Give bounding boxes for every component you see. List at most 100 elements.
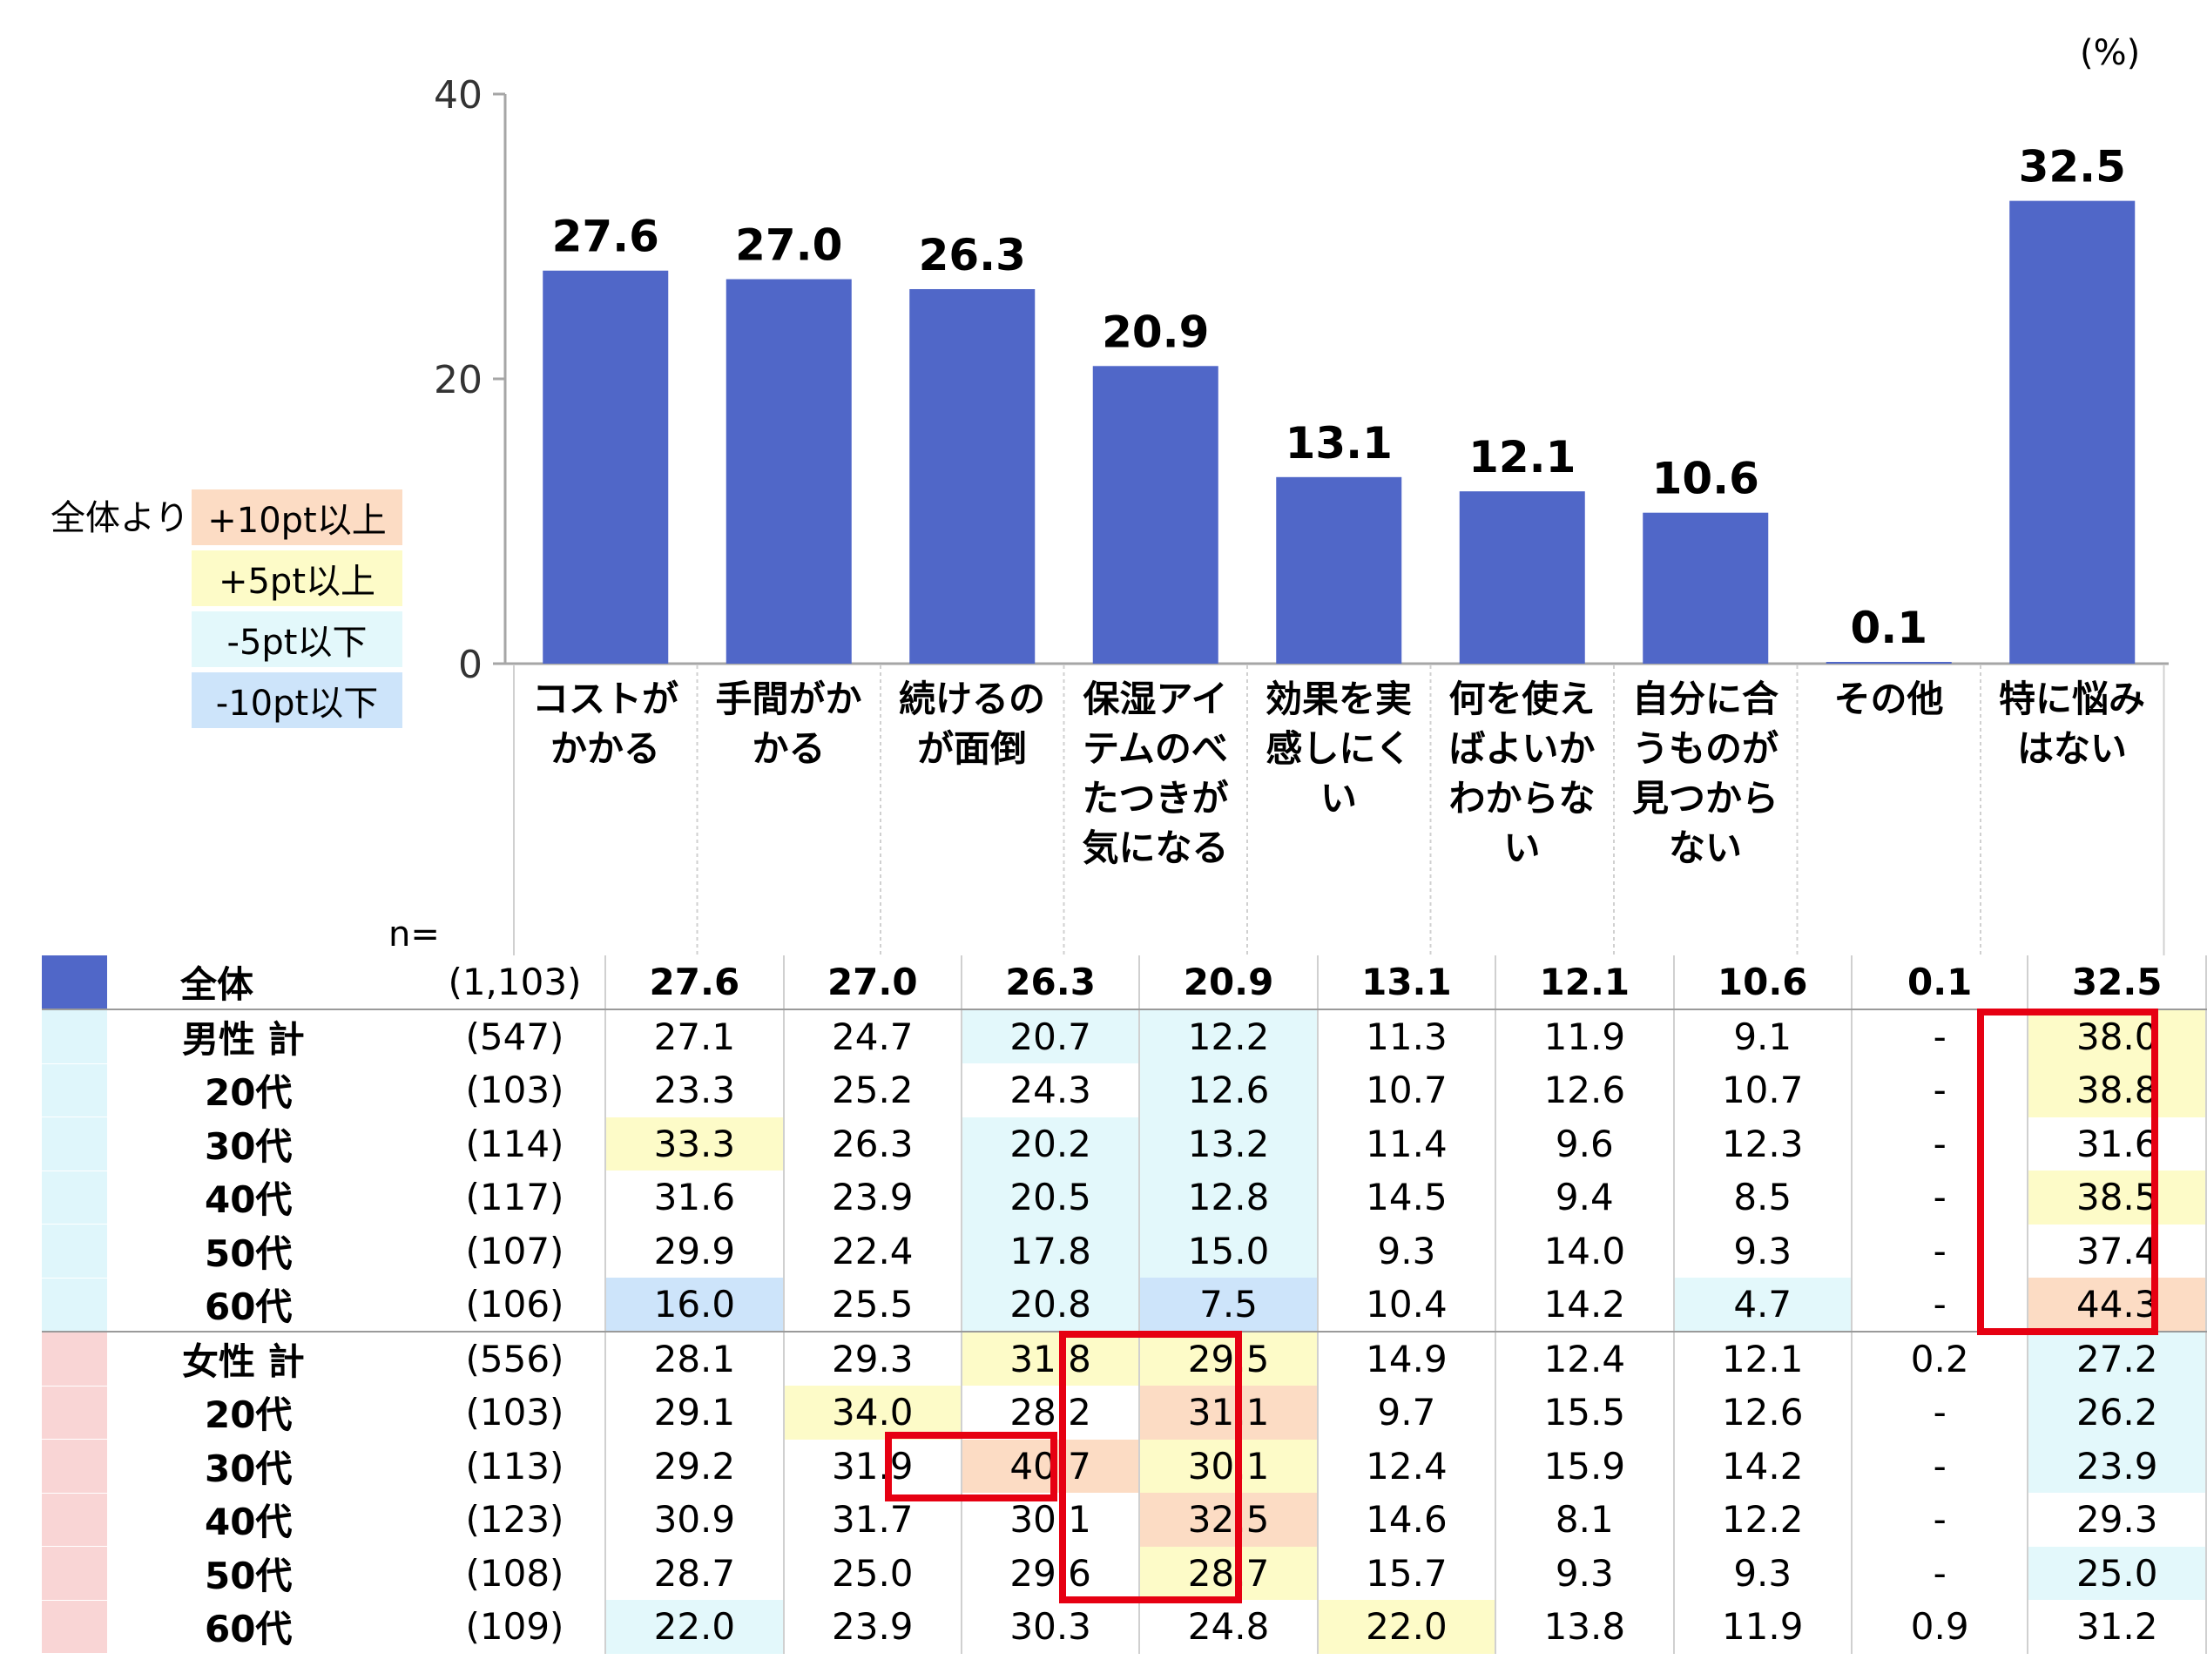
value-cell: 12.2 — [1672, 1493, 1852, 1547]
value-cell: 11.9 — [1672, 1600, 1852, 1654]
value-cell: 13.8 — [1495, 1600, 1674, 1654]
row-label: 40代 — [204, 1501, 293, 1544]
value-cell: 20.2 — [960, 1117, 1140, 1171]
bar — [1092, 366, 1218, 664]
row-n: (108) — [465, 1551, 564, 1595]
y-tick-label: 20 — [434, 358, 483, 402]
value-cell: 11.4 — [1316, 1117, 1496, 1171]
value-cell: 23.9 — [782, 1171, 962, 1225]
value-cell: 9.3 — [1316, 1224, 1496, 1278]
value-cell: 29.5 — [1138, 1332, 1318, 1386]
group-swatch — [42, 1278, 107, 1333]
value-cell: 31.2 — [2027, 1600, 2207, 1654]
group-swatch — [42, 1386, 107, 1440]
group-swatch — [42, 1493, 107, 1547]
value-cell: 30.1 — [960, 1493, 1140, 1547]
value-cell: 23.9 — [2027, 1439, 2207, 1493]
bar — [726, 279, 852, 664]
value-cell: 10.7 — [1316, 1063, 1496, 1117]
legend-plus5: +5pt以上 — [192, 550, 402, 606]
group-swatch — [42, 1546, 107, 1601]
category-label: 続けるの が面倒 — [898, 678, 1045, 770]
row-n: (114) — [465, 1122, 564, 1165]
value-cell: 28.7 — [604, 1546, 784, 1600]
value-cell: 29.6 — [960, 1546, 1140, 1600]
value-cell: 0.9 — [1850, 1600, 2028, 1654]
row-label: 30代 — [204, 1124, 293, 1168]
bar-value-label: 26.3 — [919, 230, 1026, 280]
row-label: 50代 — [204, 1554, 293, 1597]
value-cell: 28.1 — [604, 1332, 784, 1386]
table-row: 女性 計 (556) 28.1 29.3 31.8 29.5 14.9 12.4 12.1 0.2… — [42, 1332, 2207, 1387]
value-cell: 29.3 — [2027, 1493, 2207, 1547]
group-swatch — [42, 1063, 107, 1117]
value-cell: 12.4 — [1495, 1332, 1674, 1386]
bar-value-label: 27.0 — [735, 220, 842, 271]
row-n: (109) — [465, 1605, 564, 1649]
value-cell: 12.8 — [1138, 1171, 1318, 1225]
value-cell: 25.2 — [782, 1063, 962, 1117]
bar-chart: 0 20 40 27.6 27.0 26.3 20.9 13.1 12.1 10.6 0.1 32.5 — [434, 73, 2169, 955]
value-cell: 9.3 — [1672, 1224, 1852, 1278]
value-cell: 30.3 — [960, 1600, 1140, 1654]
value-cell: - — [1850, 1117, 2028, 1171]
value-cell: 12.6 — [1495, 1063, 1674, 1117]
bar — [909, 288, 1036, 664]
table-row: 30代 (113) 29.2 31.9 40.7 30.1 12.4 15.9 14.2-23.… — [42, 1439, 2207, 1494]
crosstab-table: 全体 (1,103) 27.6 27.0 26.3 20.9 13.1 12.1 10.6 0.1… — [42, 955, 2207, 1654]
value-cell: 4.7 — [1672, 1278, 1852, 1333]
value-cell: 20.5 — [960, 1171, 1140, 1225]
value-cell: 27.0 — [782, 955, 962, 1010]
value-cell: 28.2 — [960, 1386, 1140, 1440]
group-swatch — [42, 1224, 107, 1279]
value-cell: 11.9 — [1495, 1009, 1674, 1063]
value-cell: - — [1850, 1009, 2028, 1063]
value-cell: 12.1 — [1495, 955, 1674, 1010]
value-cell: 9.6 — [1495, 1117, 1674, 1171]
table-row: 40代 (123) 30.9 31.7 30.1 32.5 14.6 8.1 12.2-29.3 — [42, 1493, 2207, 1547]
category-label: 保湿アイ テムのべ たつきが 気になる — [1082, 678, 1229, 869]
table-row: 20代 (103) 23.3 25.2 24.3 12.6 10.7 12.6 10.7-38.… — [42, 1063, 2207, 1117]
bar-value-label: 13.1 — [1286, 418, 1393, 469]
value-cell: 14.2 — [1672, 1439, 1852, 1493]
row-n: (113) — [465, 1444, 564, 1488]
row-n: (117) — [465, 1176, 564, 1219]
row-n: (123) — [465, 1498, 564, 1542]
value-cell: 29.2 — [604, 1439, 784, 1493]
row-label: 30代 — [204, 1447, 293, 1490]
value-cell: 11.3 — [1316, 1009, 1496, 1063]
category-label: 何を使え ばよいか わからな い — [1448, 678, 1596, 869]
value-cell: - — [1850, 1546, 2028, 1600]
value-cell: 38.5 — [2027, 1171, 2207, 1225]
category-label: 特に悩み はない — [1998, 678, 2145, 770]
table-row: 30代 (114) 33.3 26.3 20.2 13.2 11.4 9.6 12.3-31.6 — [42, 1117, 2207, 1171]
category-label: 手間がか かる — [715, 678, 862, 770]
value-cell: 10.7 — [1672, 1063, 1852, 1117]
value-cell: 29.1 — [604, 1386, 784, 1440]
bar — [1276, 476, 1402, 664]
value-cell: 26.2 — [2027, 1386, 2207, 1440]
value-cell: 29.9 — [604, 1224, 784, 1278]
value-cell: 10.4 — [1316, 1278, 1496, 1333]
category-label: コストが かかる — [531, 678, 678, 770]
value-cell: 14.6 — [1316, 1493, 1496, 1547]
table-row: 60代 (106) 16.0 25.5 20.8 7.5 10.4 14.2 4.7-44.3 — [42, 1278, 2207, 1333]
value-cell: 0.2 — [1850, 1332, 2028, 1386]
group-swatch — [42, 1332, 107, 1387]
value-cell: 22.0 — [604, 1600, 784, 1654]
value-cell: 9.3 — [1672, 1546, 1852, 1600]
bar — [1826, 662, 1952, 664]
value-cell: 20.9 — [1138, 955, 1318, 1010]
value-cell: - — [1850, 1386, 2028, 1440]
value-cell: 14.0 — [1495, 1224, 1674, 1278]
value-cell: 27.2 — [2027, 1332, 2207, 1386]
value-cell: - — [1850, 1171, 2028, 1225]
bar — [2009, 200, 2136, 664]
row-label: 全体 — [106, 955, 425, 1010]
row-label: 女性 計 — [181, 1340, 305, 1383]
value-cell: 14.2 — [1495, 1278, 1674, 1333]
value-cell: 31.6 — [2027, 1117, 2207, 1171]
value-cell: 9.7 — [1316, 1386, 1496, 1440]
group-swatch — [42, 1009, 107, 1064]
value-cell: 30.9 — [604, 1493, 784, 1547]
